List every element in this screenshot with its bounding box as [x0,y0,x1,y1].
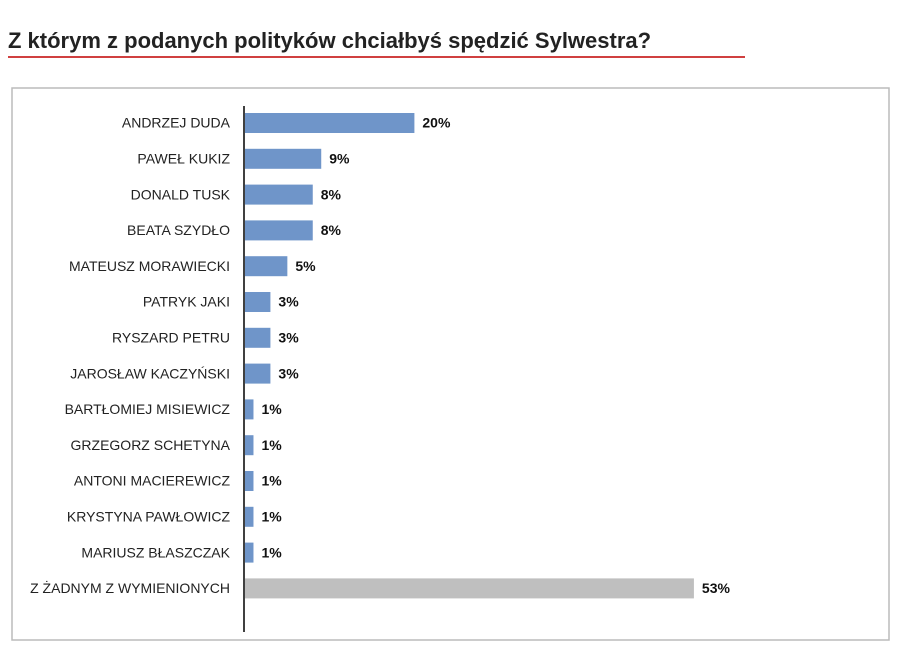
value-label: 1% [261,509,282,525]
bar [245,578,694,599]
bar [245,542,254,563]
category-label: JAROSŁAW KACZYŃSKI [70,365,230,381]
bar [245,256,288,277]
bar [245,471,254,491]
value-label: 8% [321,222,342,238]
bar [245,148,322,169]
category-label: DONALD TUSK [131,186,231,202]
category-label: KRYSTYNA PAWŁOWICZ [67,509,231,525]
category-label: ANTONI MACIEREWICZ [74,473,231,489]
category-label: ANDRZEJ DUDA [122,115,231,131]
value-label: 20% [422,115,451,131]
category-label: MARIUSZ BŁASZCZAK [81,544,230,560]
category-label: MATEUSZ MORAWIECKI [69,258,230,274]
bar [245,292,271,312]
bar [245,184,313,205]
value-label: 5% [295,258,316,274]
bar [245,435,254,456]
bar [245,220,313,241]
value-label: 1% [261,401,282,417]
category-label: RYSZARD PETRU [112,330,230,346]
category-label: PAWEŁ KUKIZ [137,151,230,167]
value-label: 53% [702,580,731,596]
bar [245,113,415,133]
category-label: GRZEGORZ SCHETYNA [71,437,231,453]
value-label: 9% [329,151,350,167]
value-label: 3% [278,365,299,381]
category-label: BARTŁOMIEJ MISIEWICZ [65,401,231,417]
value-label: 3% [278,330,299,346]
chart-title: Z którym z podanych polityków chciałbyś … [8,28,651,53]
value-label: 8% [321,186,342,202]
bar [245,327,271,348]
value-label: 1% [261,473,282,489]
value-label: 1% [261,544,282,560]
category-label: Z ŻADNYM Z WYMIENIONYCH [30,579,230,596]
value-label: 3% [278,294,299,310]
bar [245,399,254,420]
bar [245,363,271,384]
value-label: 1% [261,437,282,453]
category-label: PATRYK JAKI [143,294,230,310]
category-label: BEATA SZYDŁO [127,222,230,238]
plot-frame [11,87,890,641]
bar [245,506,254,527]
